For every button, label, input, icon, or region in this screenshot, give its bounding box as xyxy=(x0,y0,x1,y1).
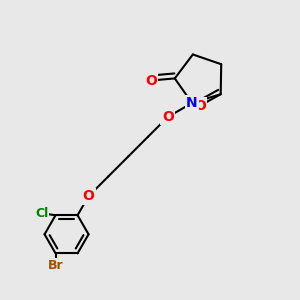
Text: O: O xyxy=(82,189,94,203)
Text: O: O xyxy=(194,99,206,113)
Text: Cl: Cl xyxy=(35,207,48,220)
Text: O: O xyxy=(162,110,174,124)
Text: O: O xyxy=(145,74,157,88)
Text: Br: Br xyxy=(48,259,63,272)
Text: N: N xyxy=(186,96,198,110)
